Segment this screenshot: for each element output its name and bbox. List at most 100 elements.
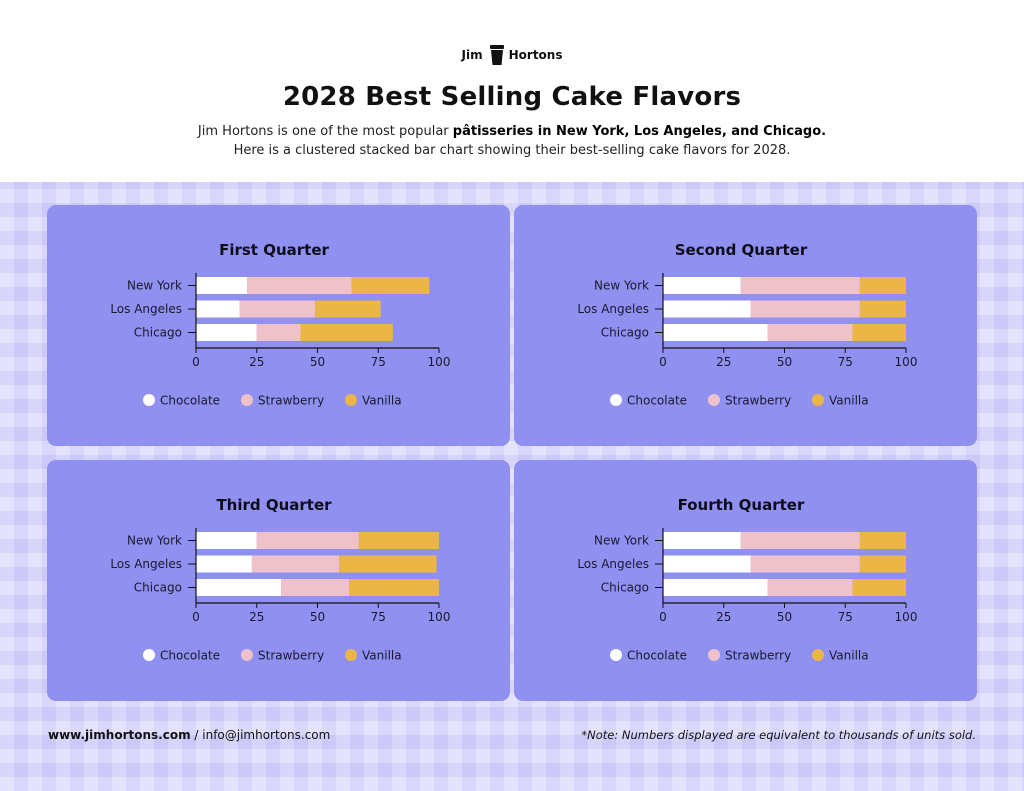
x-tick-label: 25: [716, 610, 731, 624]
bar-segment-strawberry: [247, 277, 352, 294]
category-label: Los Angeles: [577, 302, 649, 316]
legend-swatch-chocolate: [143, 649, 155, 661]
bar-segment-chocolate: [196, 555, 252, 573]
x-tick-label: 50: [310, 355, 325, 369]
x-tick-label: 100: [895, 355, 918, 369]
bar-segment-chocolate: [663, 532, 741, 549]
bar-segment-strawberry: [767, 579, 853, 596]
chart-svg: Third Quarter New York Los Angeles Chicago 0…: [110, 496, 451, 663]
legend-swatch-vanilla: [345, 649, 357, 661]
legend-swatch-vanilla: [345, 394, 357, 406]
x-tick-label: 75: [371, 610, 386, 624]
brand-logo[interactable]: Jim Hortons: [0, 44, 1024, 66]
bar-segment-vanilla: [852, 324, 906, 341]
x-tick-label: 50: [310, 610, 325, 624]
subtitle-line2: Here is a clustered stacked bar chart sh…: [233, 143, 791, 158]
legend-label: Vanilla: [362, 649, 402, 663]
footer-separator: /: [190, 728, 203, 742]
bar-segment-chocolate: [663, 300, 751, 318]
footer-note: *Note: Numbers displayed are equivalent …: [581, 728, 976, 742]
bar-segment-chocolate: [663, 555, 751, 573]
x-tick-label: 100: [895, 610, 918, 624]
x-tick-label: 75: [838, 610, 853, 624]
chart-title: Second Quarter: [675, 241, 808, 259]
bar-segment-vanilla: [859, 300, 906, 318]
bar-segment-chocolate: [663, 579, 768, 596]
category-label: Chicago: [601, 581, 649, 595]
chart-title: Third Quarter: [216, 496, 332, 514]
legend-swatch-chocolate: [610, 394, 622, 406]
x-tick-label: 25: [716, 355, 731, 369]
brand-name-part2: Hortons: [508, 48, 563, 62]
legend-label: Vanilla: [829, 394, 869, 408]
x-tick-label: 75: [838, 355, 853, 369]
legend-label: Chocolate: [627, 649, 687, 663]
footer-contact: www.jimhortons.com / info@jimhortons.com: [48, 728, 330, 742]
legend-label: Chocolate: [160, 394, 220, 408]
bar-segment-vanilla: [349, 579, 439, 596]
bar-segment-strawberry: [251, 555, 340, 573]
bar-segment-chocolate: [196, 277, 248, 294]
page-subtitle: Jim Hortons is one of the most popular p…: [0, 122, 1024, 160]
website-link[interactable]: www.jimhortons.com: [48, 728, 191, 742]
legend-swatch-strawberry: [708, 649, 720, 661]
legend-swatch-strawberry: [241, 649, 253, 661]
category-label: Los Angeles: [110, 302, 182, 316]
chart-svg: First Quarter New York Los Angeles Chicago 0…: [110, 241, 451, 408]
legend-label: Chocolate: [627, 394, 687, 408]
bar-segment-vanilla: [339, 555, 437, 573]
legend-label: Strawberry: [258, 394, 324, 408]
bar-segment-strawberry: [281, 579, 350, 596]
bar-segment-vanilla: [852, 579, 906, 596]
bar-segment-vanilla: [351, 277, 430, 294]
bar-segment-vanilla: [859, 532, 906, 549]
category-label: Chicago: [134, 581, 182, 595]
bar-segment-vanilla: [358, 532, 439, 549]
bar-segment-chocolate: [196, 579, 282, 596]
category-label: New York: [594, 279, 649, 293]
chart-svg: Fourth Quarter New York Los Angeles Chicago…: [577, 496, 918, 663]
category-label: New York: [127, 279, 182, 293]
x-tick-label: 0: [192, 610, 200, 624]
chart-panel-q2: Second Quarter New York Los Angeles Chicago…: [514, 205, 977, 446]
category-label: New York: [594, 534, 649, 548]
bar-segment-strawberry: [256, 324, 301, 341]
legend-label: Vanilla: [362, 394, 402, 408]
bar-segment-chocolate: [196, 324, 257, 341]
legend-label: Strawberry: [258, 649, 324, 663]
brand-name-part1: Jim: [461, 48, 483, 62]
x-tick-label: 50: [777, 355, 792, 369]
x-tick-label: 0: [192, 355, 200, 369]
legend-label: Chocolate: [160, 649, 220, 663]
x-tick-label: 0: [659, 355, 667, 369]
x-tick-label: 50: [777, 610, 792, 624]
bar-segment-strawberry: [750, 555, 860, 573]
legend-swatch-strawberry: [241, 394, 253, 406]
bar-segment-vanilla: [315, 300, 381, 318]
x-tick-label: 0: [659, 610, 667, 624]
cup-icon: [489, 45, 504, 65]
chart-panel-q1: First Quarter New York Los Angeles Chicago 0…: [47, 205, 510, 446]
page-title: 2028 Best Selling Cake Flavors: [282, 82, 742, 112]
x-tick-label: 75: [371, 355, 386, 369]
x-tick-label: 100: [428, 355, 451, 369]
category-label: Los Angeles: [577, 557, 649, 571]
legend-swatch-vanilla: [812, 649, 824, 661]
chart-panel-q3: Third Quarter New York Los Angeles Chicago 0…: [47, 460, 510, 701]
bar-segment-strawberry: [256, 532, 359, 549]
email-link[interactable]: info@jimhortons.com: [202, 728, 331, 742]
bar-segment-vanilla: [300, 324, 393, 341]
legend-swatch-vanilla: [812, 394, 824, 406]
category-label: Chicago: [134, 326, 182, 340]
bar-segment-strawberry: [740, 277, 860, 294]
subtitle-line1-bold: pâtisseries in New York, Los Angeles, an…: [452, 124, 827, 139]
chart-title: Fourth Quarter: [678, 496, 805, 514]
legend-swatch-chocolate: [143, 394, 155, 406]
bar-segment-strawberry: [740, 532, 860, 549]
bar-segment-vanilla: [859, 277, 906, 294]
x-tick-label: 25: [249, 610, 264, 624]
legend-label: Vanilla: [829, 649, 869, 663]
chart-svg: Second Quarter New York Los Angeles Chicago…: [577, 241, 918, 408]
x-tick-label: 100: [428, 610, 451, 624]
bar-segment-vanilla: [859, 555, 906, 573]
